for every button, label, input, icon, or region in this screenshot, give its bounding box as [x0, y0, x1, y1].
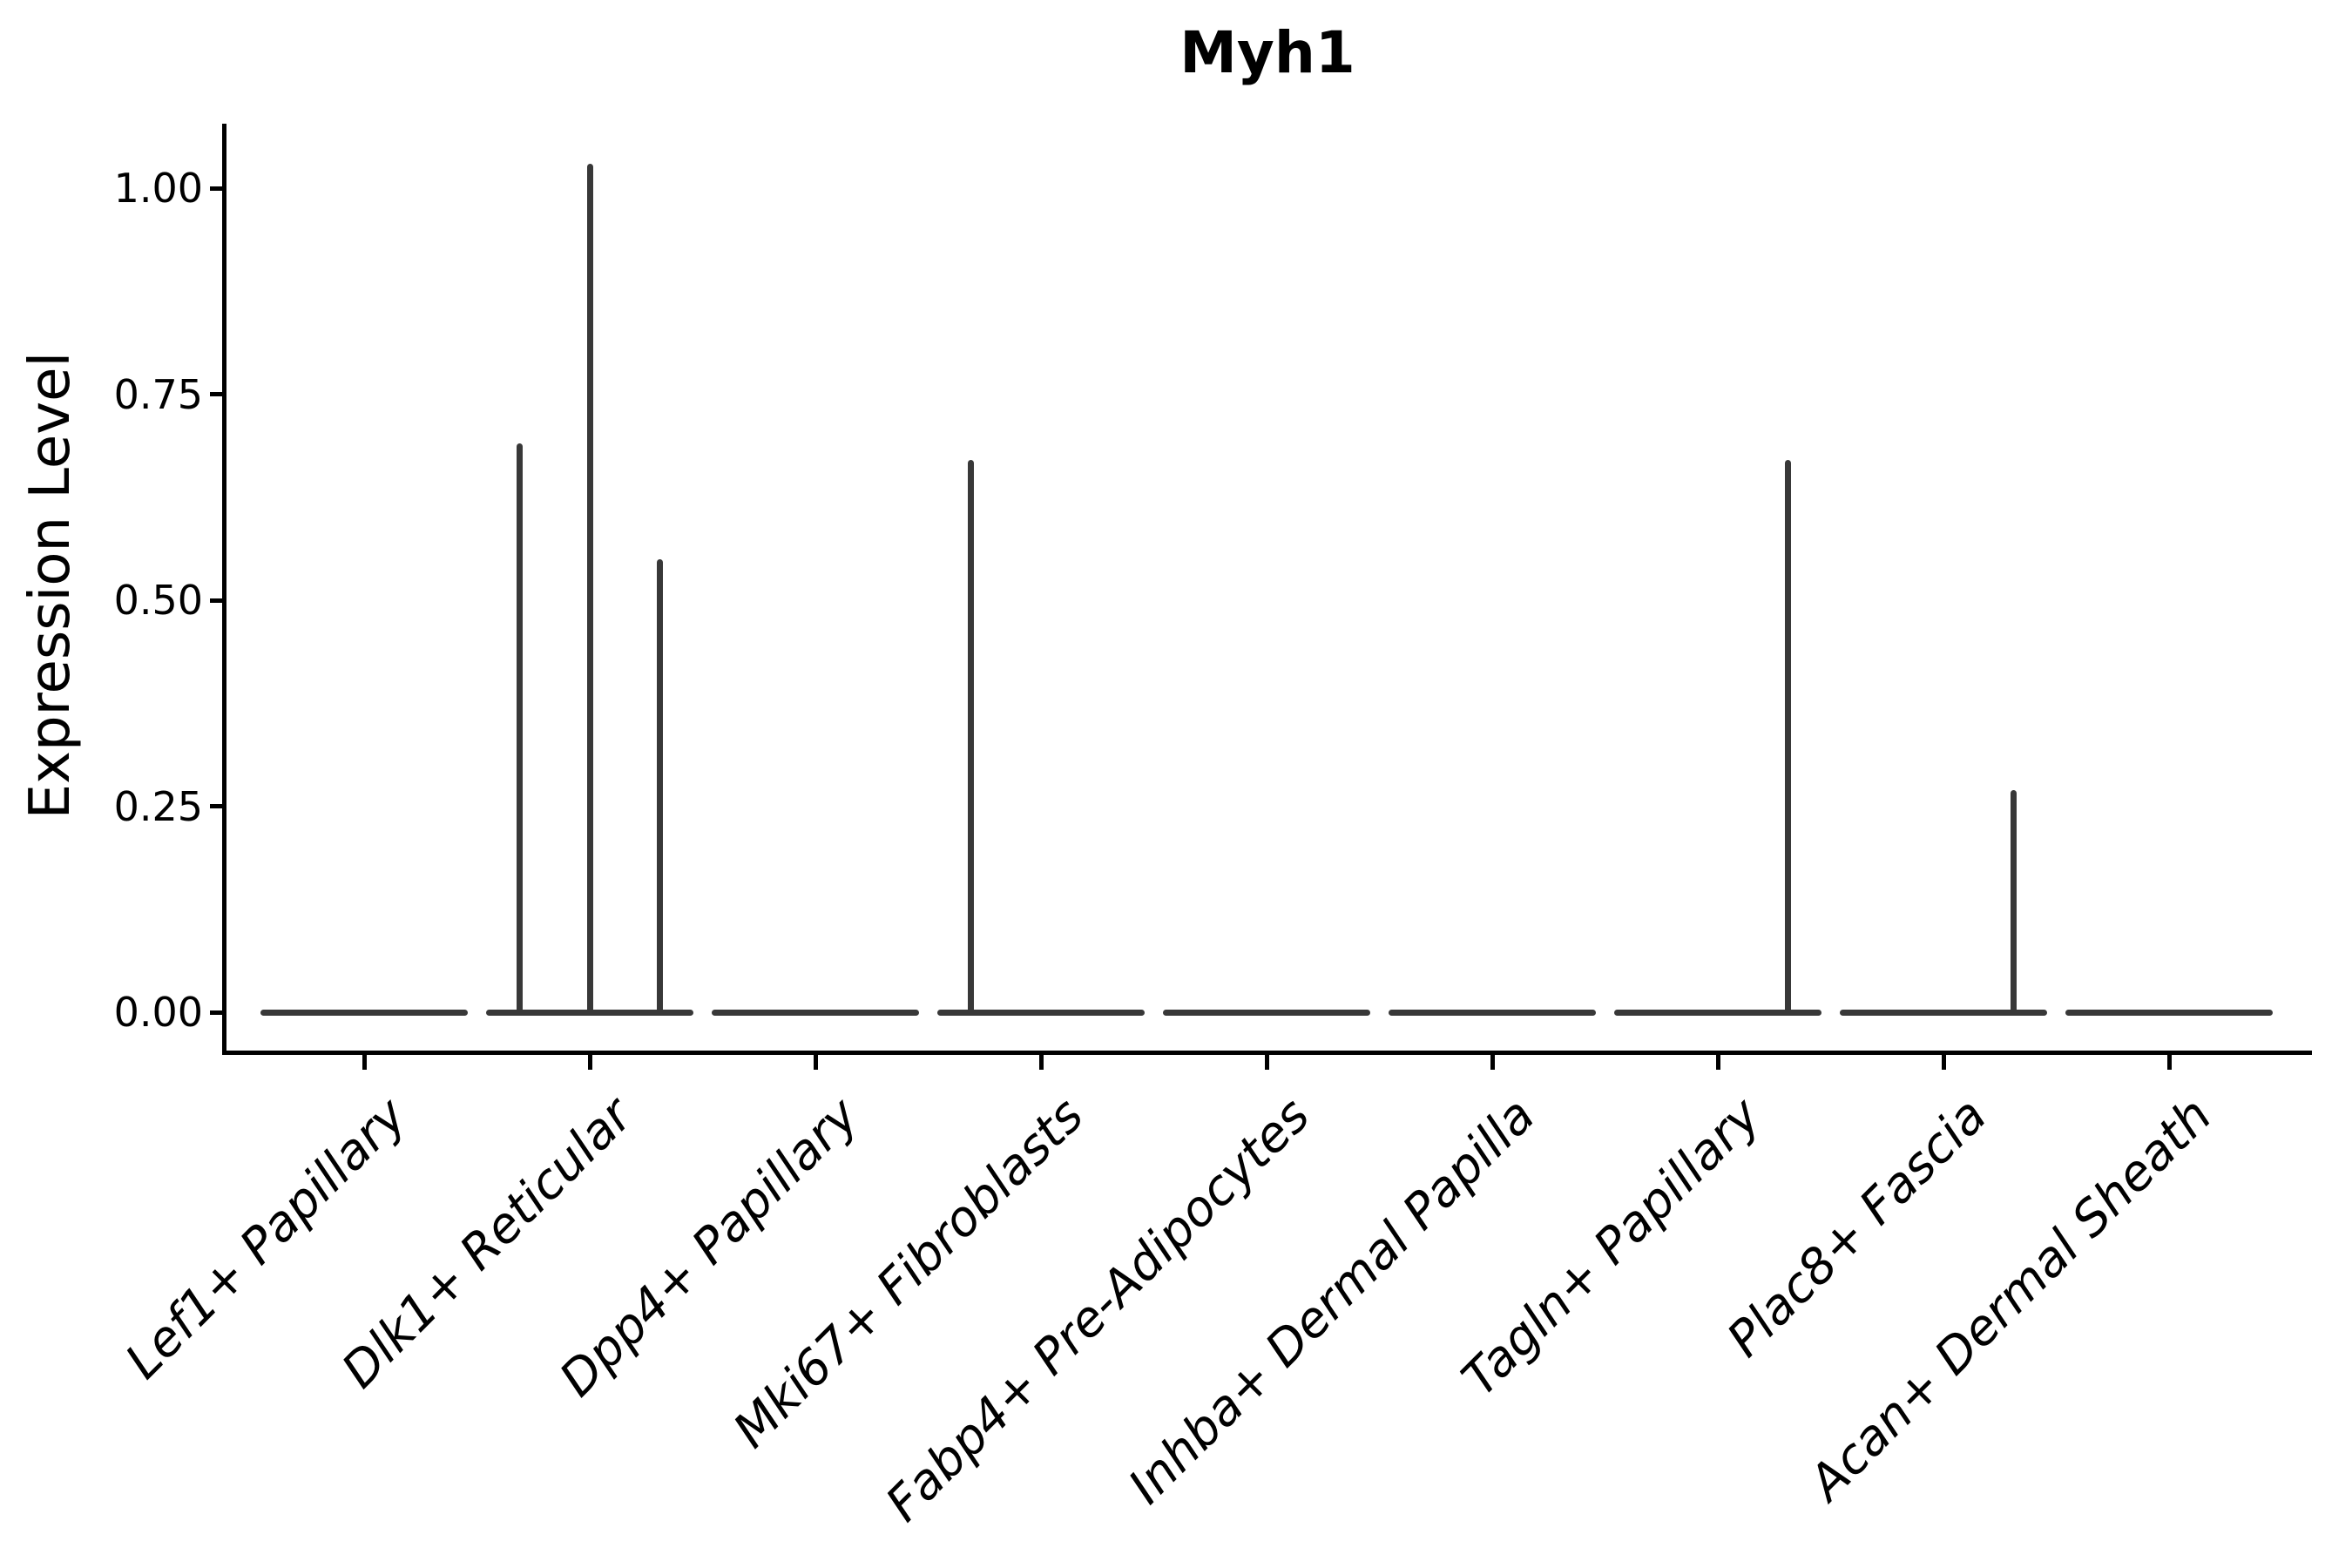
x-axis-tick	[362, 1055, 367, 1070]
violin-spike	[1784, 460, 1791, 1012]
x-axis-tick	[2166, 1055, 2172, 1070]
y-axis-tick	[210, 804, 222, 808]
violin-spike	[2010, 789, 2017, 1012]
chart-title: Myh1	[1179, 19, 1355, 86]
violin-base	[1163, 1009, 1370, 1016]
violin-spike	[517, 443, 524, 1012]
violin-base	[260, 1009, 468, 1016]
y-axis-tick	[210, 392, 222, 396]
x-axis-tick	[1038, 1055, 1044, 1070]
y-axis-tick	[210, 186, 222, 191]
y-tick-label: 0.25	[113, 782, 203, 830]
y-tick-label: 0.00	[113, 989, 203, 1036]
violin-base	[486, 1009, 693, 1016]
y-tick-label: 0.50	[113, 577, 203, 624]
violin-base	[1614, 1009, 1821, 1016]
x-tick-label: Fabp4+ Pre-Adipocytes	[875, 1087, 1321, 1533]
x-axis-tick	[587, 1055, 592, 1070]
x-axis-tick	[1490, 1055, 1495, 1070]
y-axis-spine	[222, 124, 226, 1053]
violin-base	[712, 1009, 919, 1016]
x-tick-label: Acan+ Dermal Sheath	[1798, 1087, 2223, 1511]
violin-base	[2065, 1009, 2273, 1016]
x-axis-tick	[1941, 1055, 1946, 1070]
violin-base	[937, 1009, 1145, 1016]
violin-spike	[968, 460, 975, 1012]
x-tick-label: Inhba+ Dermal Papilla	[1118, 1087, 1546, 1516]
y-axis-tick	[210, 1010, 222, 1015]
x-axis-tick	[1264, 1055, 1269, 1070]
violin-spike	[656, 558, 663, 1012]
x-axis-tick	[813, 1055, 818, 1070]
y-axis-tick	[210, 598, 222, 603]
x-axis-spine	[222, 1051, 2312, 1055]
violin-base	[1389, 1009, 1596, 1016]
violin-spike	[586, 163, 593, 1012]
y-tick-label: 0.75	[113, 370, 203, 418]
x-axis-tick	[1715, 1055, 1720, 1070]
y-tick-label: 1.00	[113, 165, 203, 212]
violin-base	[1840, 1009, 2047, 1016]
